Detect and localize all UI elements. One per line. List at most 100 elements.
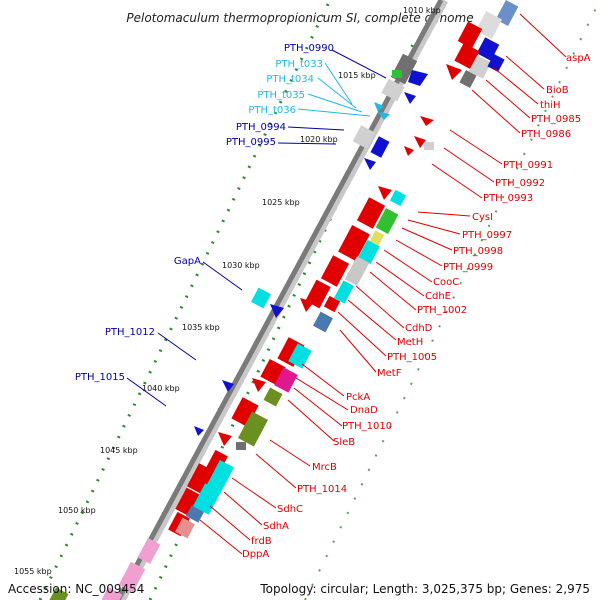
gene-feature <box>288 343 312 369</box>
kbp-ticks: 1010 kbp 1015 kbp 1020 kbp 1025 kbp 1030… <box>14 6 441 576</box>
gene-label: PTH_t036 <box>248 105 296 116</box>
kbp-tick-label: 1025 kbp <box>262 198 300 207</box>
gene-label: aspA <box>566 53 591 64</box>
gene-feature <box>101 587 123 600</box>
gene-label: PTH_t033 <box>275 59 323 70</box>
gene-feature <box>323 295 341 313</box>
gene-label: SleB <box>333 437 355 448</box>
gene-feature <box>205 460 235 494</box>
gene-feature <box>487 54 505 72</box>
gene-feature <box>378 186 392 200</box>
gene-feature <box>222 380 234 392</box>
gene-label: SdhC <box>277 504 303 515</box>
gene-label: thiH <box>540 100 561 111</box>
gene-feature <box>252 378 266 392</box>
gene-label: PTH_0985 <box>531 114 581 125</box>
gene-feature <box>263 387 283 407</box>
map-title: Pelotomaculum thermopropionicum SI, comp… <box>126 11 473 25</box>
gene-feature <box>231 397 259 427</box>
gene-label: PTH_1012 <box>105 327 155 338</box>
gene-feature <box>459 70 477 88</box>
gene-label: PTH_1015 <box>75 372 125 383</box>
gene-label: PTH_t034 <box>266 74 314 85</box>
kbp-tick-label: 1045 kbp <box>100 446 138 455</box>
genome-backbone <box>115 0 444 600</box>
gene-label: PTH_1014 <box>297 484 347 495</box>
gene-feature <box>358 239 380 265</box>
left-gene-labels: PTH_0990 PTH_t033 PTH_t034 PTH_t035 PTH_… <box>75 43 334 383</box>
gene-label: DppA <box>242 549 269 560</box>
gene-label: PTH_t035 <box>257 90 305 101</box>
gene-feature <box>320 255 350 287</box>
gene-feature <box>137 538 161 564</box>
gene-feature <box>352 125 376 149</box>
gene-feature <box>389 189 407 207</box>
kbp-tick-label: 1035 kbp <box>182 323 220 332</box>
gene-label: PTH_0990 <box>284 43 334 54</box>
gene-feature <box>305 279 331 309</box>
gene-label: PTH_0993 <box>483 193 533 204</box>
gene-feature <box>168 511 190 537</box>
gene-feature <box>274 367 298 393</box>
gene-feature <box>192 483 222 515</box>
gene-label: PTH_0986 <box>521 129 571 140</box>
kbp-tick-label: 1010 kbp <box>403 6 441 15</box>
gene-feature <box>334 280 354 304</box>
right-gene-labels: aspA BioB thiH PTH_0985 PTH_0986 PTH_099… <box>242 53 591 560</box>
gene-feature <box>404 146 414 156</box>
gene-feature <box>381 78 405 102</box>
gene-feature <box>238 411 268 447</box>
genome-backbone-shadow <box>117 0 448 600</box>
kbp-tick-label: 1040 kbp <box>142 384 180 393</box>
gene-label: PTH_0991 <box>503 160 553 171</box>
gene-label: MetH <box>397 337 423 348</box>
right-leader-lines <box>199 13 567 555</box>
kbp-tick-label: 1055 kbp <box>14 567 52 576</box>
left-leader-lines <box>126 49 387 407</box>
gene-feature <box>118 561 146 593</box>
gene-feature <box>374 102 384 112</box>
kbp-tick-label: 1050 kbp <box>58 506 96 515</box>
gene-feature <box>49 587 69 600</box>
gene-feature <box>344 256 370 286</box>
gene-label: CdhD <box>405 323 433 334</box>
gene-feature <box>236 442 246 450</box>
gene-feature <box>404 92 416 104</box>
gene-feature <box>313 311 333 333</box>
gene-feature <box>338 225 370 261</box>
gene-feature <box>424 142 434 150</box>
kbp-tick-label: 1020 kbp <box>300 135 338 144</box>
gene-feature <box>375 208 399 234</box>
gene-feature <box>175 487 201 517</box>
gene-feature <box>392 70 402 78</box>
gene-label: PTH_0999 <box>443 262 493 273</box>
gene-feature <box>446 64 462 80</box>
gene-feature <box>300 298 314 312</box>
gene-feature <box>420 116 434 126</box>
gene-label: PTH_1010 <box>342 421 392 432</box>
gene-feature <box>408 70 428 86</box>
accession-text: Accession: NC_009454 <box>8 582 145 596</box>
gene-feature <box>370 136 390 158</box>
gene-label: PTH_0994 <box>236 122 286 133</box>
gene-label: CooC <box>433 277 459 288</box>
gene-feature <box>270 304 284 318</box>
gene-label: PTH_1002 <box>417 305 467 316</box>
gene-feature <box>251 287 271 309</box>
gene-label: PTH_1005 <box>387 352 437 363</box>
gene-feature <box>186 463 216 495</box>
gene-label: PTH_0998 <box>453 246 503 257</box>
kbp-tick-label: 1015 kbp <box>338 71 376 80</box>
gene-feature <box>194 426 204 436</box>
gene-feature <box>175 517 195 539</box>
gene-feature <box>356 197 386 229</box>
gene-label: PTH_0995 <box>226 137 276 148</box>
gene-label: GapA <box>174 256 201 267</box>
gene-label: PckA <box>346 392 370 403</box>
gene-feature <box>364 158 376 170</box>
gene-feature <box>378 112 390 120</box>
kbp-tick-label: 1030 kbp <box>222 261 260 270</box>
gene-label: MetF <box>377 368 402 379</box>
topology-text: Topology: circular; Length: 3,025,375 bp… <box>260 582 590 596</box>
